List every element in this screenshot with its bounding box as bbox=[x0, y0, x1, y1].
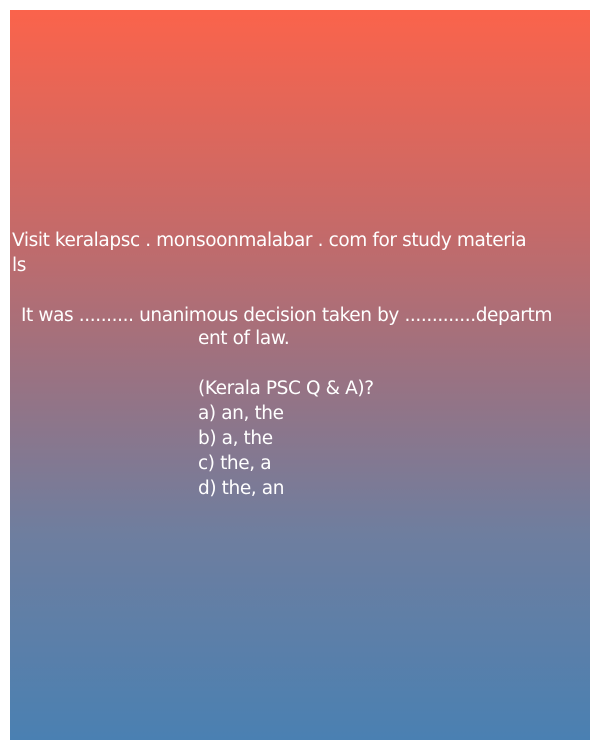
question-text-line-1: It was .......... unanimous decision tak… bbox=[21, 305, 552, 326]
promo-text-line-2: ls bbox=[12, 255, 26, 276]
question-text-line-2: ent of law. bbox=[198, 328, 290, 349]
question-source: (Kerala PSC Q & A)? bbox=[198, 378, 374, 399]
option-c: c) the, a bbox=[198, 453, 272, 474]
option-b: b) a, the bbox=[198, 428, 273, 449]
option-a: a) an, the bbox=[198, 403, 284, 424]
option-d: d) the, an bbox=[198, 478, 285, 499]
question-card: Visit keralapsc . monsoonmalabar . com f… bbox=[10, 10, 590, 740]
promo-text-line-1: Visit keralapsc . monsoonmalabar . com f… bbox=[12, 230, 527, 251]
